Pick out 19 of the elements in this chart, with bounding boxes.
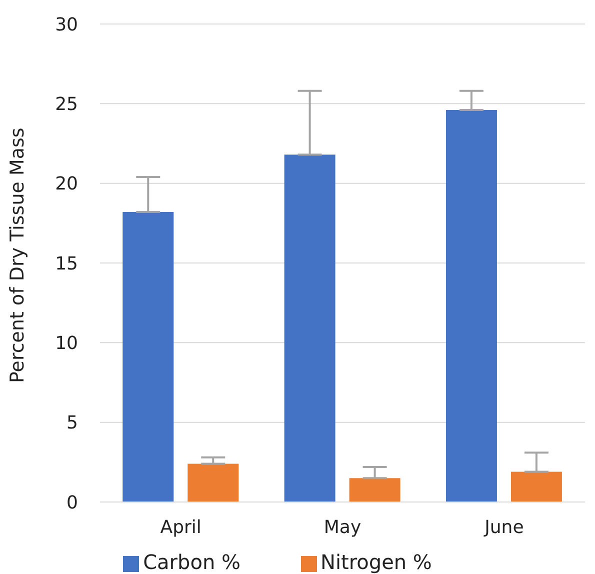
y-tick-label: 0 [66, 492, 78, 514]
y-tick-label: 5 [66, 412, 78, 434]
legend-label: Nitrogen % [320, 550, 432, 574]
legend-label: Carbon % [143, 550, 240, 574]
y-tick-label: 15 [55, 253, 78, 274]
bar [188, 464, 239, 502]
x-tick-label: June [484, 516, 524, 538]
bar [349, 478, 400, 502]
y-tick-label: 10 [55, 333, 78, 354]
bar [122, 212, 174, 502]
bar [284, 154, 336, 502]
y-tick-label: 20 [55, 174, 78, 195]
x-tick-label: May [324, 516, 362, 538]
x-tick-label: April [160, 516, 202, 538]
bar [446, 110, 497, 502]
y-tick-label: 30 [55, 14, 78, 36]
y-tick-label: 25 [55, 94, 78, 116]
bar [510, 472, 562, 502]
y-axis-title: Percent of Dry Tissue Mass [6, 128, 29, 383]
